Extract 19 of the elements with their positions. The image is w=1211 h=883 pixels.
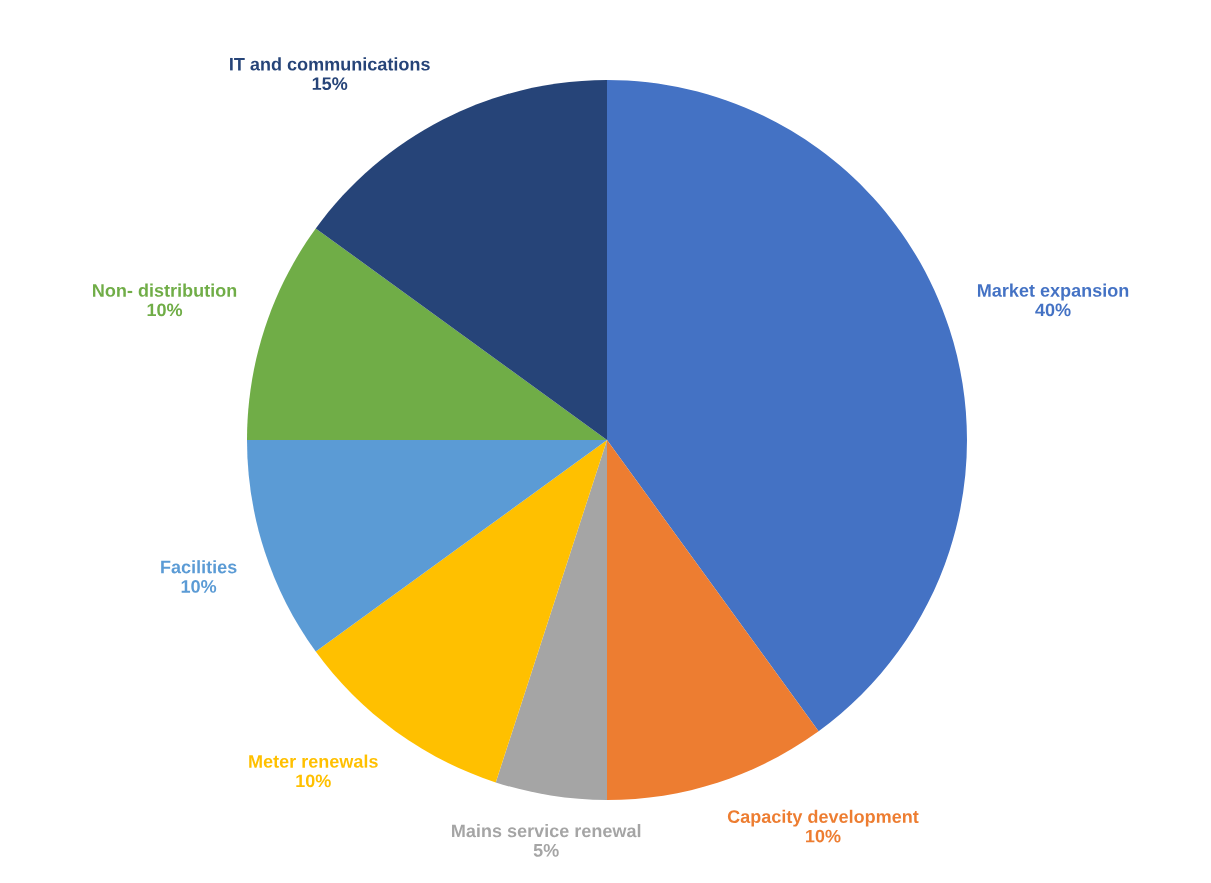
pie-slice [495,440,607,800]
slice-label: Market expansion [977,283,1129,301]
data-label: 15% [312,77,348,91]
slice-label: Facilities [161,560,237,574]
pie-slice [247,228,607,440]
data-label: 10% [806,829,841,843]
data-label: 10% [147,303,183,317]
slice-label: Meter renewals [249,754,378,768]
pie-slice [607,80,967,732]
pie-slice [607,440,819,800]
slice-label: Mains service renewal [452,824,641,838]
data-label: 5% [533,843,559,857]
slice-label: Capacity development [727,809,919,827]
slice-label: IT and communications [230,57,430,71]
data-label: 10% [181,580,217,593]
pie-slice [247,440,607,652]
data-label: 40% [1035,303,1071,317]
slice-label: Non- distribution [93,283,237,297]
data-label: 10% [296,774,331,788]
